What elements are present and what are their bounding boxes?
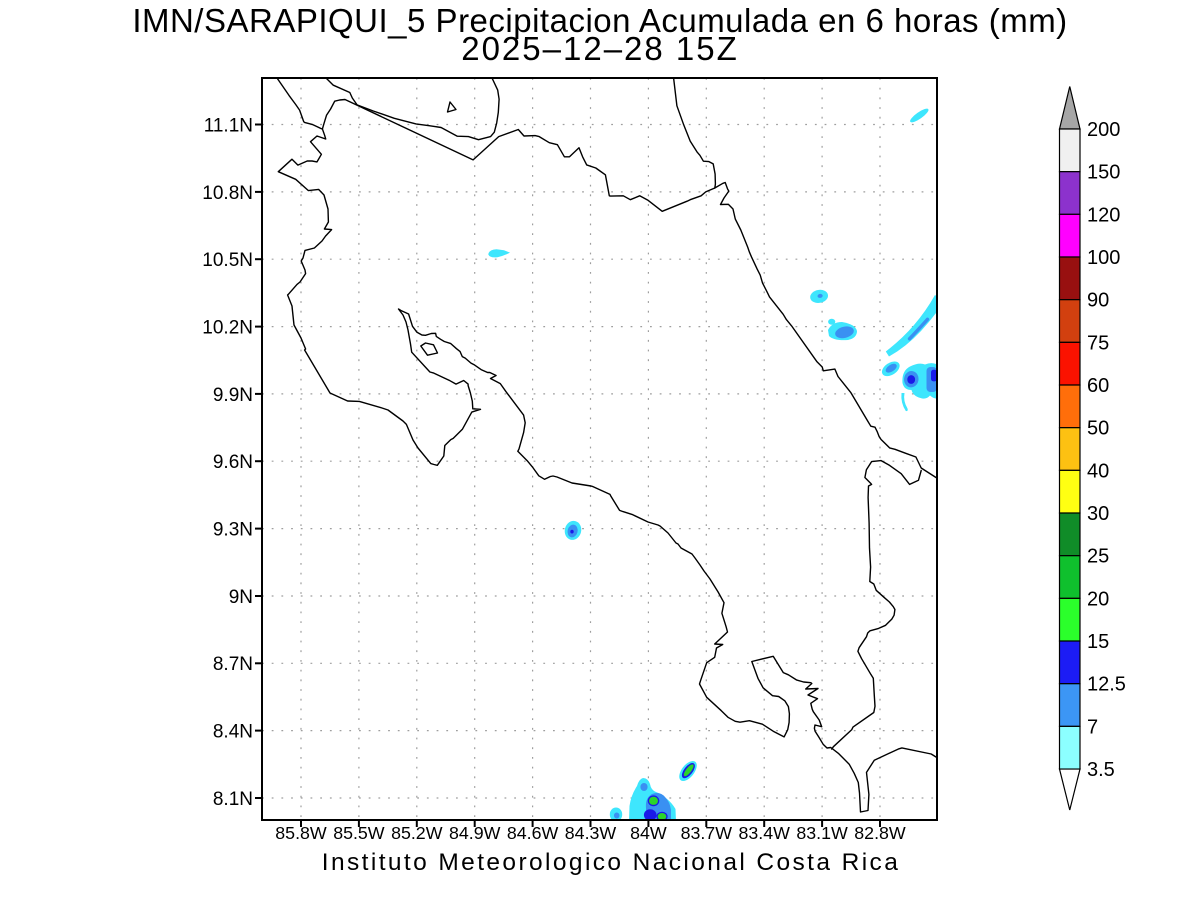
svg-text:83.7W: 83.7W xyxy=(681,823,733,843)
svg-text:9.6N: 9.6N xyxy=(213,452,253,473)
svg-text:75: 75 xyxy=(1087,332,1109,354)
svg-text:25: 25 xyxy=(1087,546,1109,568)
svg-text:200: 200 xyxy=(1087,119,1120,141)
svg-text:10.8N: 10.8N xyxy=(202,183,253,204)
svg-text:15: 15 xyxy=(1087,631,1109,653)
svg-text:50: 50 xyxy=(1087,418,1109,440)
svg-text:10.5N: 10.5N xyxy=(202,250,253,271)
svg-text:9N: 9N xyxy=(229,587,253,608)
svg-text:20: 20 xyxy=(1087,588,1109,610)
svg-text:40: 40 xyxy=(1087,460,1109,482)
svg-text:85.8W: 85.8W xyxy=(275,823,327,843)
svg-text:12.5: 12.5 xyxy=(1087,674,1126,696)
svg-text:8.4N: 8.4N xyxy=(213,722,253,743)
svg-text:82.8W: 82.8W xyxy=(854,823,906,843)
svg-text:85.5W: 85.5W xyxy=(333,823,385,843)
svg-text:7: 7 xyxy=(1087,716,1098,738)
svg-text:84W: 84W xyxy=(630,823,667,843)
svg-text:60: 60 xyxy=(1087,375,1109,397)
svg-text:9.3N: 9.3N xyxy=(213,520,253,541)
svg-text:150: 150 xyxy=(1087,162,1120,184)
svg-text:84.9W: 84.9W xyxy=(449,823,501,843)
svg-text:83.1W: 83.1W xyxy=(796,823,848,843)
svg-text:11.1N: 11.1N xyxy=(204,115,253,136)
svg-text:90: 90 xyxy=(1087,290,1109,312)
svg-text:2025–12–28 15Z: 2025–12–28 15Z xyxy=(461,30,739,67)
svg-text:30: 30 xyxy=(1087,503,1109,525)
svg-text:IMN/SARAPIQUI_5 Precipitacion: IMN/SARAPIQUI_5 Precipitacion Acumulada … xyxy=(132,2,1067,39)
svg-text:84.6W: 84.6W xyxy=(507,823,559,843)
svg-text:120: 120 xyxy=(1087,204,1120,226)
svg-text:9.9N: 9.9N xyxy=(213,385,253,406)
svg-text:Instituto Meteorologico Nacion: Instituto Meteorologico Nacional Costa R… xyxy=(322,849,900,876)
svg-text:85.2W: 85.2W xyxy=(391,823,443,843)
svg-text:8.1N: 8.1N xyxy=(213,789,253,810)
svg-text:84.3W: 84.3W xyxy=(565,823,617,843)
svg-text:83.4W: 83.4W xyxy=(739,823,791,843)
svg-text:8.7N: 8.7N xyxy=(213,654,253,675)
svg-text:3.5: 3.5 xyxy=(1087,759,1115,781)
svg-text:100: 100 xyxy=(1087,247,1120,269)
svg-text:10.2N: 10.2N xyxy=(202,318,253,339)
